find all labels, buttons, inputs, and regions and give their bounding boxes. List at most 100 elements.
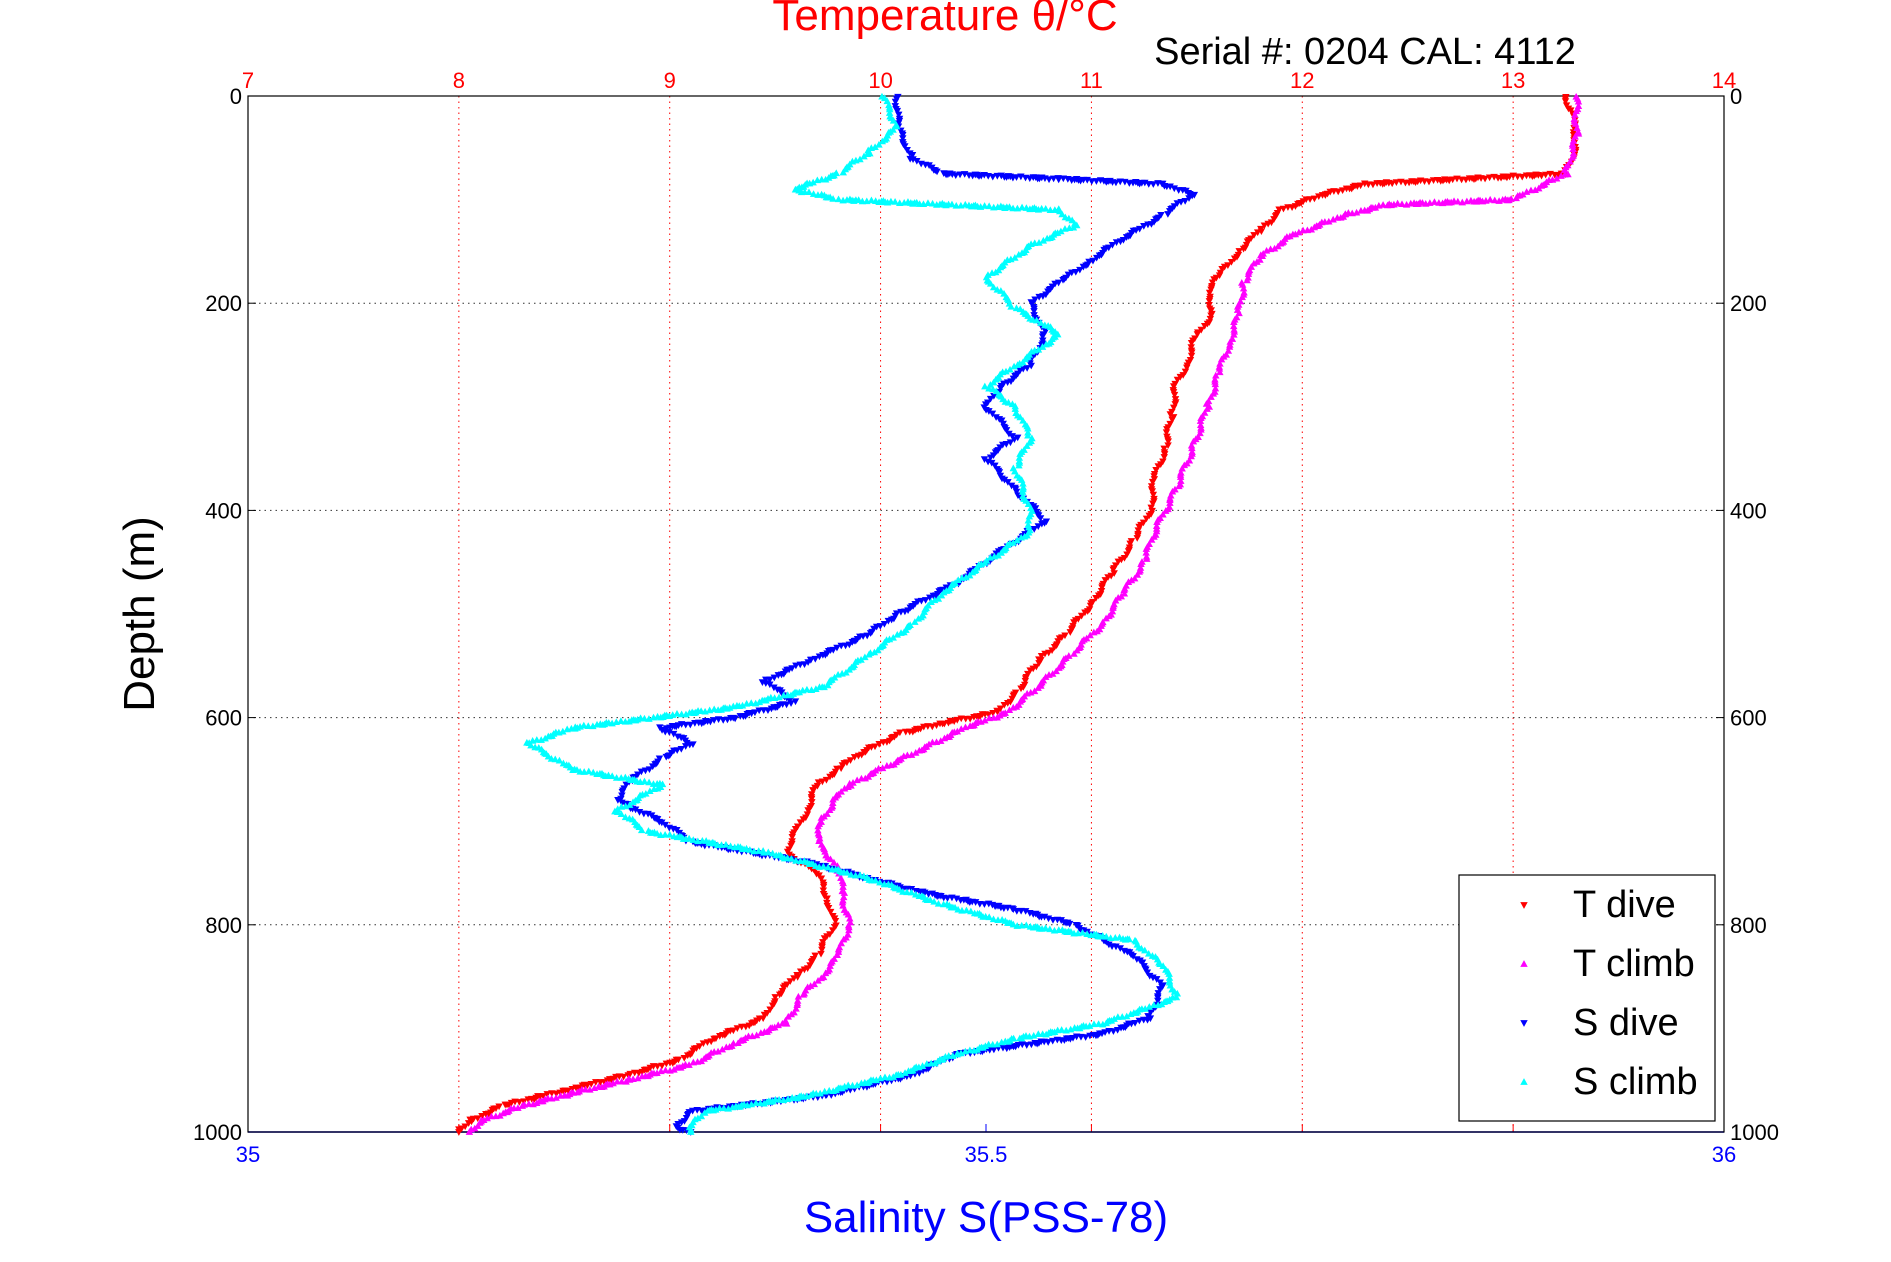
data-point (930, 897, 938, 905)
data-point (985, 384, 993, 392)
data-point (1513, 173, 1522, 181)
data-point (815, 837, 823, 844)
data-point (1494, 174, 1502, 182)
data-point (1009, 204, 1017, 212)
data-point (796, 968, 805, 976)
data-point (622, 781, 630, 789)
data-point (1032, 316, 1041, 324)
data-point (705, 706, 714, 714)
data-point (878, 137, 887, 145)
data-point (779, 691, 788, 699)
data-point (715, 1104, 724, 1112)
data-point (1092, 178, 1101, 185)
data-point (1527, 186, 1535, 194)
data-point (996, 385, 1005, 392)
data-point (819, 887, 828, 895)
data-point (1083, 930, 1091, 937)
data-point (719, 717, 727, 724)
data-point (552, 1090, 560, 1098)
data-point (784, 1012, 792, 1020)
data-point (986, 454, 995, 462)
data-point (1207, 393, 1215, 400)
data-point (998, 417, 1006, 425)
depth-tick-label-right: 200 (1730, 291, 1767, 316)
temperature-tick-label: 8 (453, 68, 465, 93)
data-point (989, 385, 997, 393)
data-point (1137, 944, 1146, 952)
data-point (1123, 551, 1131, 559)
data-point (1045, 176, 1053, 184)
data-point (689, 836, 697, 843)
data-point (819, 862, 828, 870)
data-point (1566, 157, 1574, 165)
data-point (1021, 677, 1030, 685)
data-point (559, 727, 567, 735)
legend-label: T climb (1573, 943, 1695, 985)
data-point (933, 168, 941, 176)
data-point (823, 895, 831, 903)
data-point (650, 785, 658, 792)
data-point (867, 144, 876, 151)
data-point (1205, 289, 1214, 297)
data-point (585, 767, 593, 775)
data-point (1218, 265, 1226, 273)
data-point (989, 915, 998, 923)
data-point (1407, 199, 1415, 207)
data-point (523, 738, 531, 746)
data-point (1055, 664, 1063, 671)
data-point (874, 646, 882, 654)
data-point (685, 709, 694, 716)
legend: T dive T climb S dive S climb (1458, 874, 1716, 1122)
data-point (1270, 216, 1278, 223)
data-point (893, 630, 901, 638)
data-point (986, 553, 995, 561)
data-point (1024, 500, 1033, 508)
data-point (1066, 629, 1074, 636)
data-point (1102, 932, 1110, 940)
data-point (661, 1066, 670, 1074)
data-point (1203, 405, 1211, 412)
data-point (492, 1112, 500, 1120)
data-point (1334, 188, 1342, 196)
data-point (1162, 429, 1171, 437)
data-point (1205, 298, 1214, 305)
data-point (774, 1021, 782, 1029)
data-point (1009, 703, 1017, 711)
data-point (981, 382, 989, 390)
data-point (589, 722, 597, 730)
data-point (1141, 946, 1149, 954)
data-point (682, 721, 690, 729)
depth-tick-label-right: 1000 (1730, 1120, 1779, 1145)
data-point (464, 1120, 473, 1127)
data-point (1114, 1013, 1122, 1020)
data-point (980, 202, 989, 209)
data-point (1230, 255, 1239, 263)
data-point (1164, 438, 1172, 446)
data-point (1043, 234, 1051, 242)
data-point (857, 1079, 866, 1087)
data-point (952, 172, 960, 180)
depth-tick-label-right: 0 (1730, 84, 1742, 109)
data-point (1260, 222, 1269, 230)
data-point (580, 721, 588, 729)
data-point (1050, 644, 1059, 651)
data-point (1187, 352, 1196, 360)
data-point (952, 201, 960, 209)
data-point (788, 834, 796, 841)
data-point (1275, 206, 1283, 214)
data-point (786, 978, 794, 985)
data-point (966, 722, 974, 729)
data-point (928, 723, 937, 731)
data-point (590, 1084, 599, 1091)
data-point (889, 633, 897, 641)
data-point (718, 1045, 727, 1053)
data-point (736, 713, 744, 720)
data-point (1266, 245, 1275, 253)
data-point (912, 890, 920, 898)
data-point (854, 196, 863, 203)
data-point (1090, 628, 1098, 636)
data-point (567, 724, 576, 732)
data-point (1006, 365, 1014, 373)
plot-area-frame (247, 95, 1725, 1133)
data-point (1142, 515, 1151, 523)
